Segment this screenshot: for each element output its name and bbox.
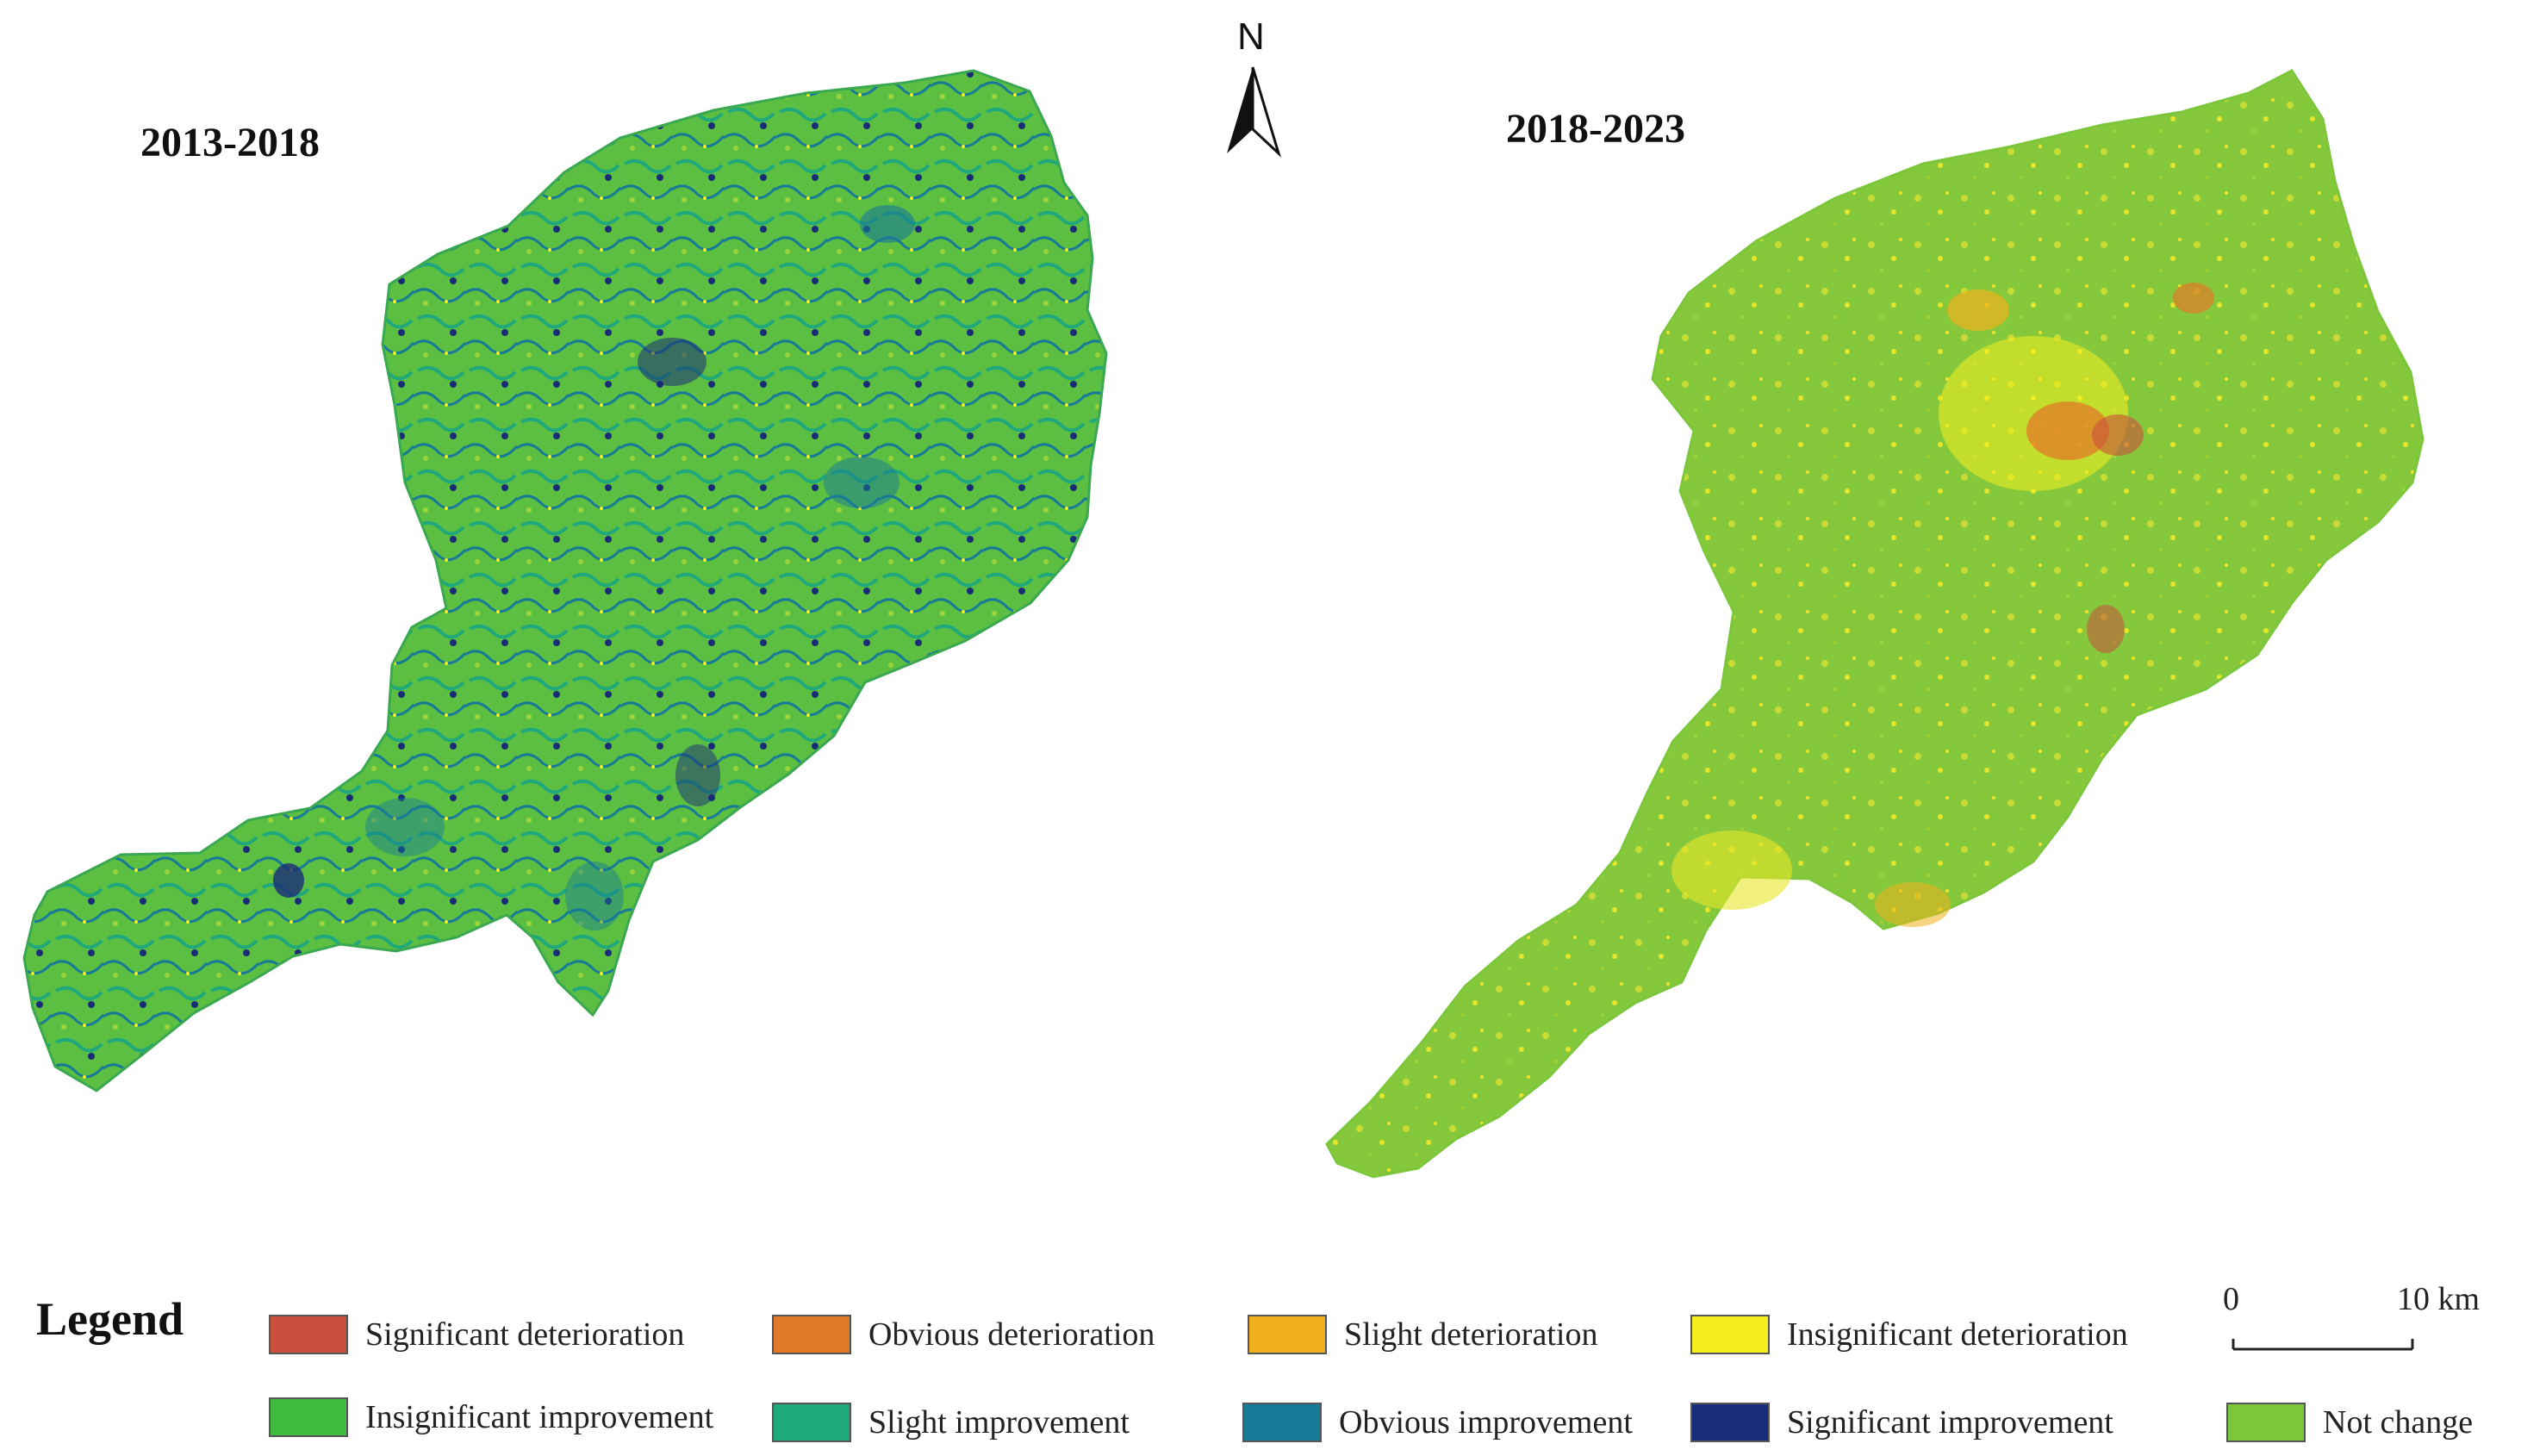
map-2018-2023 — [1325, 69, 2425, 1179]
north-label: N — [1237, 16, 1265, 58]
legend-item-slight-improvement: Slight improvement — [772, 1401, 1130, 1444]
scale-bar — [2232, 1339, 2414, 1351]
left-map-region — [22, 69, 1108, 1092]
legend-label: Slight improvement — [868, 1404, 1130, 1440]
legend-swatch — [1242, 1403, 1322, 1442]
legend-swatch — [269, 1397, 348, 1437]
legend-item-insignificant-improvement: Insignificant improvement — [269, 1396, 713, 1439]
legend-item-significant-improvement: Significant improvement — [1690, 1401, 2113, 1444]
legend-item-not-change: Not change — [2226, 1401, 2473, 1444]
legend-label: Not change — [2323, 1404, 2474, 1440]
legend-item-obvious-deterioration: Obvious deterioration — [772, 1313, 1155, 1356]
legend-swatch — [1690, 1403, 1770, 1442]
legend-label: Significant improvement — [1787, 1404, 2113, 1440]
legend-swatch — [772, 1315, 851, 1354]
right-map-region — [1325, 69, 2425, 1179]
legend-swatch — [269, 1315, 348, 1354]
legend-label: Slight deterioration — [1344, 1316, 1598, 1353]
legend-swatch — [772, 1403, 851, 1442]
legend-item-obvious-improvement: Obvious improvement — [1242, 1401, 1633, 1444]
legend-swatch — [1248, 1315, 1327, 1354]
legend-swatch — [2226, 1403, 2306, 1442]
map-title-left: 2013-2018 — [140, 120, 320, 165]
legend-swatch — [1690, 1315, 1770, 1354]
legend-item-insignificant-deterioration: Insignificant deterioration — [1690, 1313, 2128, 1356]
legend-item-slight-deterioration: Slight deterioration — [1248, 1313, 1597, 1356]
legend-label: Obvious deterioration — [868, 1316, 1155, 1353]
legend-title: Legend — [36, 1293, 184, 1345]
legend-item-significant-deterioration: Significant deterioration — [269, 1313, 684, 1356]
legend-label: Insignificant deterioration — [1787, 1316, 2128, 1353]
legend-label: Obvious improvement — [1339, 1404, 1633, 1440]
legend-label: Insignificant improvement — [365, 1399, 714, 1435]
scale-start-label: 0 — [2223, 1281, 2239, 1317]
north-arrow-icon — [1227, 66, 1282, 158]
scale-end-label: 10 km — [2397, 1281, 2481, 1317]
map-2013-2018 — [22, 69, 1108, 1092]
map-title-right: 2018-2023 — [1506, 106, 1685, 152]
legend-label: Significant deterioration — [365, 1316, 685, 1353]
